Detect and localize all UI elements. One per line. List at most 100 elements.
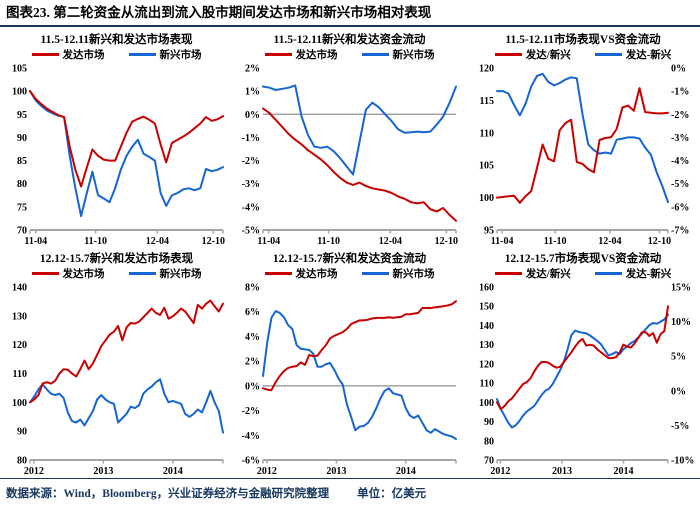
svg-text:12-04: 12-04 [146, 236, 169, 247]
svg-text:2014: 2014 [163, 466, 183, 477]
legend-label: 发达/新兴 [525, 49, 571, 61]
chart-cell-top-middle: 11.5-12.11新兴和发达资金流动 发达市场 新兴市场 11-04 11-10… [233, 28, 466, 247]
svg-text:12-04: 12-04 [598, 236, 621, 247]
svg-text:0%: 0% [671, 63, 686, 74]
svg-text:120: 120 [12, 340, 27, 351]
legend-label: 新兴市场 [392, 268, 435, 280]
svg-text:-2%: -2% [242, 156, 260, 167]
svg-text:-2%: -2% [671, 110, 689, 121]
svg-text:100: 100 [12, 87, 27, 98]
svg-text:0%: 0% [245, 381, 260, 392]
svg-text:110: 110 [479, 378, 493, 389]
svg-text:-2%: -2% [242, 406, 260, 417]
svg-text:12-10: 12-10 [647, 236, 670, 247]
chart-legend: 发达/新兴 发达-新兴 [494, 47, 671, 62]
footer-divider [0, 477, 700, 479]
svg-text:70: 70 [484, 455, 494, 466]
legend-line-icon [31, 272, 59, 275]
svg-text:-7%: -7% [671, 225, 689, 236]
svg-text:160: 160 [479, 282, 494, 293]
legend-line-icon [494, 272, 522, 275]
legend-label: 发达市场 [295, 268, 338, 280]
svg-text:80: 80 [484, 436, 494, 447]
chart-title: 11.5-12.11市场表现VS资金流动 [505, 33, 661, 46]
svg-text:-5%: -5% [242, 225, 260, 236]
line-chart: 2012 2013 2014 -6% -4% -2% 0% 2% 4% 6% 8% [242, 282, 457, 477]
svg-text:105: 105 [12, 63, 27, 74]
svg-text:-4%: -4% [242, 431, 260, 442]
legend-label: 发达市场 [62, 268, 105, 280]
svg-text:11-10: 11-10 [543, 236, 566, 247]
svg-text:2014: 2014 [613, 466, 633, 477]
chart-title: 12.12-15.7新兴和发达市场表现 [39, 252, 194, 265]
svg-text:90: 90 [484, 417, 494, 428]
legend-item: 发达市场 [31, 47, 105, 62]
svg-text:12-10: 12-10 [435, 236, 458, 247]
svg-text:95: 95 [484, 225, 494, 236]
chart-title: 11.5-12.11新兴和发达市场表现 [40, 33, 193, 46]
line-chart: 11-04 11-10 12-04 12-10 95 100 105 110 115 120 -7%… [479, 63, 689, 247]
unit-label: 单位：亿美元 [357, 487, 427, 500]
legend-line-icon [31, 53, 59, 56]
footer: 数据来源：Wind，Bloomberg，兴业证券经济与金融研究院整理 单位：亿美… [0, 479, 700, 501]
svg-text:-10%: -10% [671, 455, 694, 466]
chart-cell-bottom-left: 12.12-15.7新兴和发达市场表现 发达市场 新兴市场 2012 2013 20… [0, 247, 233, 477]
svg-text:80: 80 [17, 179, 27, 190]
svg-text:11-04: 11-04 [257, 236, 280, 247]
legend-line-icon [361, 53, 389, 56]
svg-text:90: 90 [17, 427, 27, 438]
legend-label: 新兴市场 [159, 268, 202, 280]
data-source: 数据来源：Wind，Bloomberg，兴业证券经济与金融研究院整理 [6, 487, 330, 500]
svg-text:75: 75 [17, 202, 27, 213]
line-chart: 11-04 11-10 12-04 12-10 70 75 80 85 90 95 100 105 [12, 63, 225, 247]
legend-line-icon [128, 53, 156, 56]
legend-item: 发达/新兴 [494, 47, 571, 62]
svg-text:2013: 2013 [326, 466, 346, 477]
legend-item: 新兴市场 [128, 47, 202, 62]
svg-text:120: 120 [479, 359, 494, 370]
svg-text:120: 120 [479, 63, 494, 74]
svg-text:2013: 2013 [93, 466, 113, 477]
svg-text:140: 140 [479, 321, 494, 332]
svg-text:1%: 1% [245, 87, 260, 98]
svg-text:100: 100 [12, 398, 27, 409]
legend-label: 发达市场 [62, 49, 105, 61]
svg-text:130: 130 [12, 311, 27, 322]
svg-text:-5%: -5% [671, 179, 689, 190]
svg-text:-1%: -1% [242, 133, 260, 144]
svg-text:11-04: 11-04 [490, 236, 513, 247]
legend-line-icon [594, 272, 622, 275]
legend-item: 发达市场 [264, 47, 338, 62]
chart-title: 12.12-15.7新兴和发达资金流动 [272, 252, 427, 265]
svg-text:10%: 10% [671, 317, 691, 328]
svg-text:-3%: -3% [671, 133, 689, 144]
legend-label: 发达/新兴 [525, 268, 571, 280]
line-chart: 2012 2013 2014 70 80 90 100 110 120 130 140 150 160 -… [479, 282, 694, 477]
legend-item: 发达-新兴 [594, 266, 672, 281]
legend-label: 发达-新兴 [625, 268, 672, 280]
svg-text:2012: 2012 [24, 466, 44, 477]
svg-text:-6%: -6% [242, 455, 260, 466]
legend-line-icon [594, 53, 622, 56]
svg-text:100: 100 [479, 193, 494, 204]
legend-item: 发达/新兴 [494, 266, 571, 281]
chart-cell-bottom-middle: 12.12-15.7新兴和发达资金流动 发达市场 新兴市场 2012 2013 20… [233, 247, 466, 477]
legend-line-icon [264, 53, 292, 56]
figure-title: 图表23. 第二轮资金从流出到流入股市期间发达市场和新兴市场相对表现 [0, 0, 700, 27]
svg-text:6%: 6% [245, 307, 260, 318]
svg-text:2014: 2014 [396, 466, 416, 477]
chart-legend: 发达/新兴 发达-新兴 [494, 266, 672, 281]
legend-item: 新兴市场 [128, 266, 202, 281]
svg-text:2013: 2013 [551, 466, 571, 477]
svg-text:105: 105 [479, 161, 494, 172]
svg-text:150: 150 [479, 302, 494, 313]
chart-legend: 发达市场 新兴市场 [31, 266, 202, 281]
svg-text:-6%: -6% [671, 202, 689, 213]
legend-label: 发达市场 [295, 49, 338, 61]
chart-legend: 发达市场 新兴市场 [31, 47, 202, 62]
svg-text:110: 110 [13, 369, 27, 380]
svg-text:0%: 0% [671, 386, 686, 397]
svg-text:4%: 4% [245, 332, 260, 343]
chart-title: 11.5-12.11新兴和发达资金流动 [273, 33, 426, 46]
